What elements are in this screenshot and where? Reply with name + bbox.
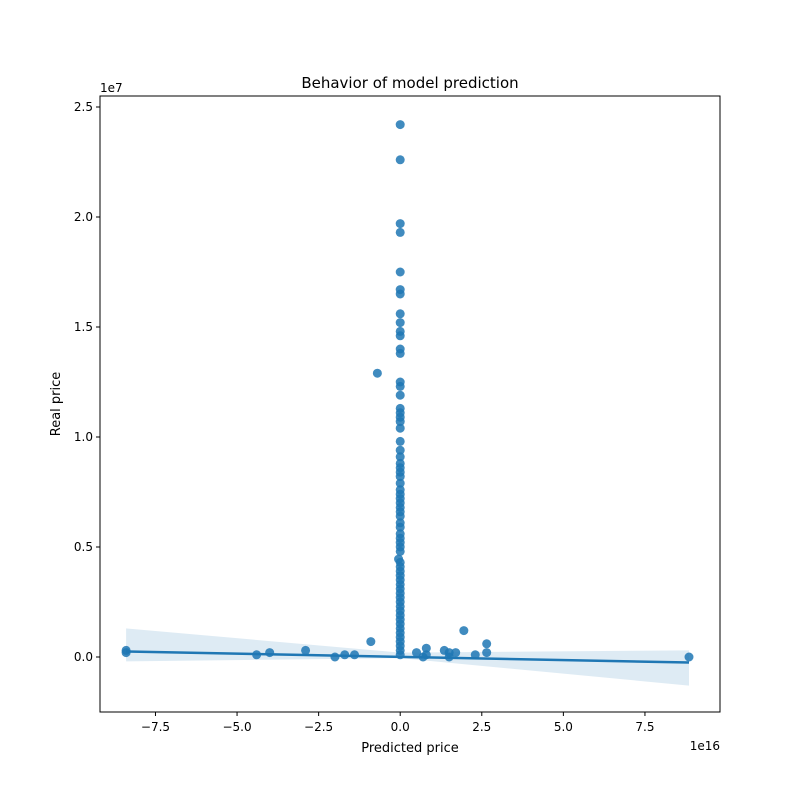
data-point xyxy=(372,368,382,378)
data-point xyxy=(395,331,405,341)
y-tick-label: 2.5 xyxy=(74,100,93,114)
data-point xyxy=(395,390,405,400)
data-point xyxy=(395,423,405,433)
data-point xyxy=(395,478,405,488)
data-point xyxy=(684,652,694,662)
data-point xyxy=(395,452,405,462)
x-tick-label: −7.5 xyxy=(141,720,170,734)
y-tick-label: 1.5 xyxy=(74,320,93,334)
data-point xyxy=(395,309,405,319)
data-point xyxy=(482,648,492,658)
data-point xyxy=(412,648,422,658)
data-point xyxy=(265,648,275,658)
chart-title: Behavior of model prediction xyxy=(301,74,518,92)
data-point xyxy=(395,381,405,391)
y-tick-label: 0.5 xyxy=(74,540,93,554)
x-axis: −7.5 −5.0 −2.5 0.0 2.5 5.0 7.5 xyxy=(141,712,654,734)
x-tick-label: 0.0 xyxy=(391,720,410,734)
x-tick-label: −2.5 xyxy=(304,720,333,734)
data-point xyxy=(395,348,405,358)
data-point xyxy=(366,637,376,647)
data-point xyxy=(395,318,405,328)
data-point xyxy=(395,417,405,427)
scatter-points xyxy=(121,120,694,662)
data-point xyxy=(395,155,405,165)
y-axis-label: Real price xyxy=(49,372,64,437)
data-point xyxy=(395,289,405,299)
plot-frame xyxy=(99,95,721,713)
data-point xyxy=(451,648,461,658)
data-point xyxy=(395,522,405,532)
data-point xyxy=(301,645,311,655)
data-point xyxy=(330,652,340,662)
data-point xyxy=(395,472,405,482)
data-point xyxy=(395,219,405,229)
y-axis: 0.0 0.5 1.0 1.5 2.0 2.5 xyxy=(74,100,100,664)
x-tick-label: −5.0 xyxy=(222,720,251,734)
data-point xyxy=(395,511,405,521)
x-offset-label: 1e16 xyxy=(690,739,720,753)
x-tick-label: 2.5 xyxy=(472,720,491,734)
data-point xyxy=(482,639,492,649)
data-point xyxy=(395,445,405,455)
x-axis-label: Predicted price xyxy=(361,741,459,756)
x-tick-label: 5.0 xyxy=(554,720,573,734)
y-tick-label: 0.0 xyxy=(74,650,93,664)
x-tick-label: 7.5 xyxy=(635,720,654,734)
y-tick-label: 1.0 xyxy=(74,430,93,444)
data-point xyxy=(395,227,405,237)
data-point xyxy=(395,546,405,556)
regression-line xyxy=(126,650,690,664)
data-point xyxy=(395,436,405,446)
data-point xyxy=(421,643,431,653)
data-point xyxy=(395,267,405,277)
regression-line-layer xyxy=(126,650,690,664)
data-point xyxy=(459,626,469,636)
y-tick-label: 2.0 xyxy=(74,210,93,224)
data-point xyxy=(395,120,405,130)
y-offset-label: 1e7 xyxy=(100,81,123,95)
